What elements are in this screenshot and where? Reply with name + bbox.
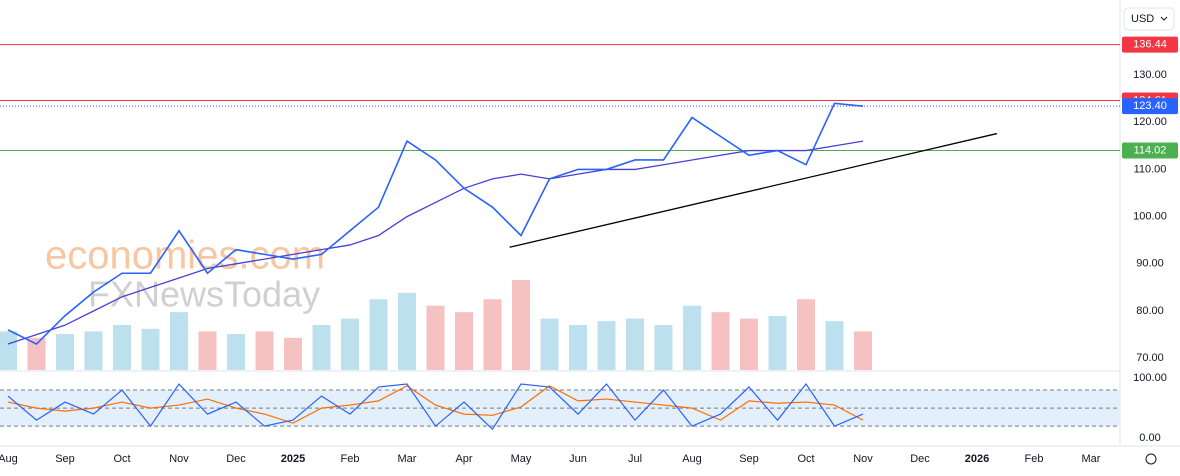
price-level-tag [1122,98,1178,115]
volume-bar [0,331,17,370]
stoch-tick-label: 100.00 [1133,372,1167,384]
volume-bar [768,316,787,370]
currency-dropdown[interactable] [1123,7,1175,31]
stoch-k [7,383,864,431]
volume-bar [626,318,644,370]
volume-bar [854,331,872,370]
x-tick-label: Dec [910,453,930,465]
volume-bar [797,299,815,370]
y-tick-label: 80.00 [1136,305,1164,317]
volume-bar [740,318,758,370]
y-tick-label: 130.00 [1133,69,1167,81]
x-tick-label: 2026 [965,453,989,465]
price-level-tag [1122,36,1178,53]
price-level-label: 123.40 [1133,100,1167,112]
y-tick-label: 90.00 [1136,258,1164,270]
x-tick-label: Jun [569,453,587,465]
currency-label[interactable]: USD [1131,13,1154,25]
dropdown-caret [1160,16,1168,21]
x-tick-label: Apr [455,453,472,465]
volume-bar [825,321,844,370]
x-tick-label: Nov [853,453,873,465]
volume-bar [113,325,131,370]
volume-bar [198,331,217,370]
x-tick-label: Oct [797,453,814,465]
volume-bar [711,312,730,370]
x-tick-label: May [511,453,532,465]
x-tick-label: Sep [739,453,759,465]
volume-bar [455,312,473,370]
volume-bar [369,299,388,370]
volume-bar [569,325,587,370]
x-tick-label: Nov [169,453,189,465]
x-tick-label: Sep [55,453,75,465]
x-tick-label: Mar [398,453,417,465]
y-tick-label: 70.00 [1136,352,1164,364]
volume-bar [341,318,359,370]
price-line [7,102,864,346]
volume-bar [255,331,274,370]
x-tick-label: Feb [1025,453,1044,465]
volume-bar [483,299,502,370]
x-tick-label: Jul [628,453,642,465]
x-tick-label: 2025 [281,453,305,465]
volume-bar [540,318,559,370]
price-level-label: 136.44 [1133,39,1167,51]
volume-bar [597,321,616,370]
volume-bar [284,337,302,370]
volume-bar [512,280,530,370]
x-tick-label: Oct [113,453,130,465]
y-tick-label: 100.00 [1133,211,1167,223]
price-level-tag [1122,142,1178,159]
x-tick-label: Aug [0,453,18,465]
volume-bar [227,334,245,370]
volume-bar [56,334,74,370]
watermark: FXNewsToday [88,274,320,315]
volume-bar [170,312,188,370]
volume-bar [654,325,673,370]
stoch-d [7,385,864,424]
volume-bar [426,305,445,370]
stoch-tick-label: 0.00 [1139,432,1160,444]
settings-icon[interactable] [1145,453,1157,465]
y-tick-label: 120.00 [1133,116,1167,128]
volume-bar [141,328,160,370]
moving-average [7,140,864,345]
x-tick-label: Feb [341,453,360,465]
price-level-label: 114.02 [1134,144,1167,156]
volume-bar [312,325,331,370]
volume-bar [27,337,46,370]
y-tick-label: 110.00 [1134,163,1167,175]
x-tick-label: Mar [1082,453,1101,465]
x-tick-label: Dec [226,453,246,465]
volume-bar [683,305,701,370]
volume-bar [398,292,416,370]
trendline [509,132,998,248]
volume-bar [84,331,103,370]
x-tick-label: Aug [682,453,702,465]
